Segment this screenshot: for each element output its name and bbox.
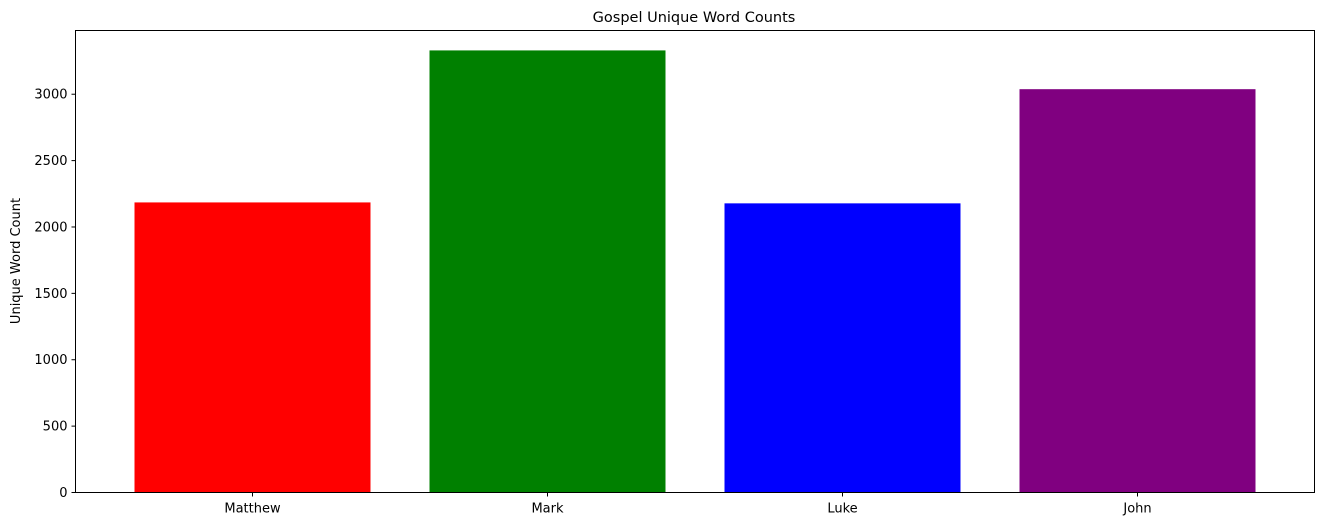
y-axis: 0 500 1000 1500 2000 2500 3000 xyxy=(34,88,76,501)
bar-matthew xyxy=(134,202,371,493)
bar-luke xyxy=(724,203,961,493)
bar-mark xyxy=(429,50,666,493)
y-tick-label: 500 xyxy=(43,420,68,435)
y-tick-label: 1500 xyxy=(34,287,67,302)
y-tick-label: 2500 xyxy=(34,154,67,169)
x-axis: Matthew Mark Luke John xyxy=(224,492,1152,517)
plot-frame xyxy=(75,30,1315,493)
bars-group xyxy=(134,50,1256,493)
x-tick-label: John xyxy=(1122,502,1151,517)
x-tick-label: Mark xyxy=(531,502,564,517)
bar-john xyxy=(1019,89,1256,493)
y-axis-title: Unique Word Count xyxy=(9,198,24,324)
x-tick-label: Luke xyxy=(827,502,857,517)
y-tick-label: 0 xyxy=(59,486,67,501)
chart-title: Gospel Unique Word Counts xyxy=(593,10,796,26)
x-tick-label: Matthew xyxy=(224,502,281,517)
y-tick-label: 1000 xyxy=(34,353,67,368)
y-tick-label: 2000 xyxy=(34,220,67,235)
y-tick-label: 3000 xyxy=(34,88,67,103)
